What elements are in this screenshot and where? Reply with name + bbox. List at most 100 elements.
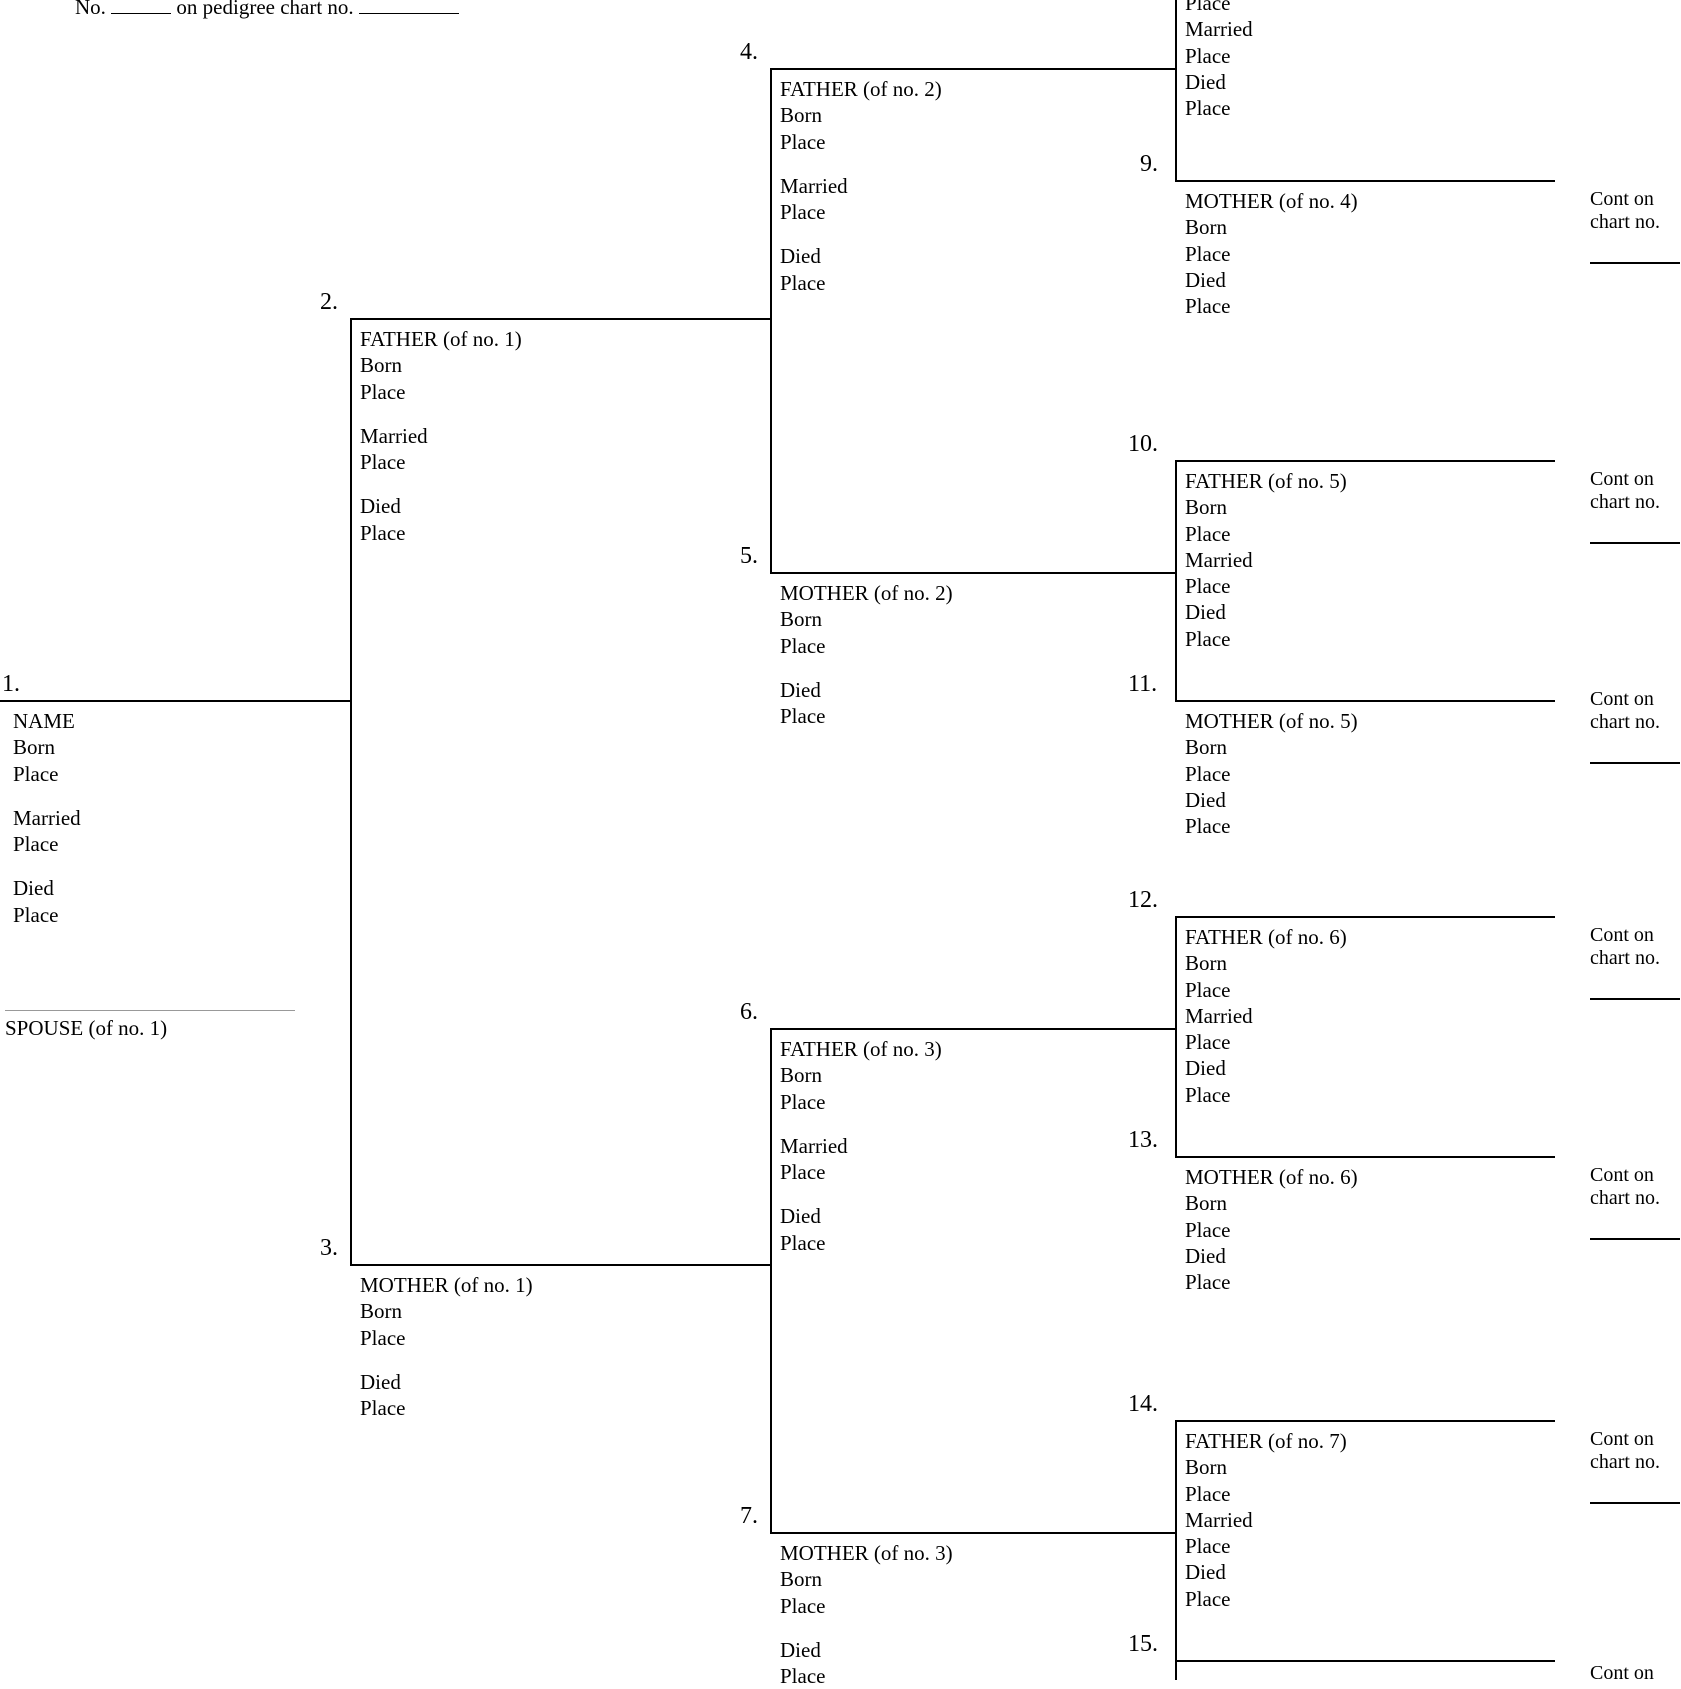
died-2: Died <box>360 493 522 519</box>
line-h-11 <box>1175 700 1555 702</box>
line-h-15 <box>1175 1660 1555 1662</box>
title-4: FATHER (of no. 2) <box>780 76 942 102</box>
block-10: FATHER (of no. 5) Born Place Married Pla… <box>1185 468 1347 652</box>
place-3b: Place <box>360 1395 533 1421</box>
place-8a: Place <box>1185 0 1253 16</box>
spouse-underline[interactable] <box>5 1010 295 1011</box>
num-5: 5. <box>740 543 758 570</box>
num-10: 10. <box>1128 431 1158 458</box>
born-14: Born <box>1185 1454 1347 1480</box>
place-12c: Place <box>1185 1082 1347 1108</box>
place-10c: Place <box>1185 626 1347 652</box>
num-1: 1. <box>2 671 20 698</box>
title-6: FATHER (of no. 3) <box>780 1036 942 1062</box>
title-2: FATHER (of no. 1) <box>360 326 522 352</box>
died-7: Died <box>780 1637 953 1663</box>
line-h-2 <box>350 318 770 320</box>
title-14: FATHER (of no. 7) <box>1185 1428 1347 1454</box>
chart-no-9: chart no. <box>1590 211 1660 233</box>
place-9a: Place <box>1185 241 1358 267</box>
place-2a: Place <box>360 379 522 405</box>
title-9: MOTHER (of no. 4) <box>1185 188 1358 214</box>
block-3: MOTHER (of no. 1) Born Place Died Place <box>360 1272 533 1421</box>
line-h-4 <box>770 68 1175 70</box>
born-11: Born <box>1185 734 1358 760</box>
header-blank-1[interactable] <box>111 0 171 14</box>
block-7: MOTHER (of no. 3) Born Place Died Place <box>780 1540 953 1689</box>
cont-blank-13[interactable] <box>1590 1238 1680 1240</box>
place-1c: Place <box>13 902 81 928</box>
cont-blank-11[interactable] <box>1590 762 1680 764</box>
place-12b: Place <box>1185 1029 1347 1055</box>
place-2c: Place <box>360 520 522 546</box>
block-6: FATHER (of no. 3) Born Place Married Pla… <box>780 1036 942 1256</box>
num-12: 12. <box>1128 887 1158 914</box>
line-v-8-9 <box>1175 0 1177 180</box>
place-5b: Place <box>780 703 953 729</box>
title-1: NAME <box>13 708 81 734</box>
cont-on-10: Cont on <box>1590 468 1654 490</box>
born-10: Born <box>1185 494 1347 520</box>
cont-blank-9[interactable] <box>1590 262 1680 264</box>
title-11: MOTHER (of no. 5) <box>1185 708 1358 734</box>
married-12: Married <box>1185 1003 1347 1029</box>
cont-on-12: Cont on <box>1590 924 1654 946</box>
line-v-gen2a <box>770 68 772 572</box>
title-10: FATHER (of no. 5) <box>1185 468 1347 494</box>
chart-no-13: chart no. <box>1590 1187 1660 1209</box>
cont-13: Cont on chart no. <box>1590 1164 1660 1210</box>
header-blank-2[interactable] <box>359 0 459 14</box>
line-v-14-15 <box>1175 1420 1177 1680</box>
title-5: MOTHER (of no. 2) <box>780 580 953 606</box>
died-8: Died <box>1185 69 1253 95</box>
line-h-6 <box>770 1028 1175 1030</box>
spouse-label: SPOUSE (of no. 1) <box>5 1016 167 1041</box>
block-8: Place Married Place Died Place <box>1185 0 1253 121</box>
place-14c: Place <box>1185 1586 1347 1612</box>
cont-on-13: Cont on <box>1590 1164 1654 1186</box>
place-5a: Place <box>780 633 953 659</box>
place-6c: Place <box>780 1230 942 1256</box>
block-2: FATHER (of no. 1) Born Place Married Pla… <box>360 326 522 546</box>
cont-blank-10[interactable] <box>1590 542 1680 544</box>
born-3: Born <box>360 1298 533 1324</box>
line-h-12 <box>1175 916 1555 918</box>
block-1: NAME Born Place Married Place Died Place <box>13 708 81 928</box>
line-h-13 <box>1175 1156 1555 1158</box>
cont-11: Cont on chart no. <box>1590 688 1660 734</box>
num-13: 13. <box>1128 1127 1158 1154</box>
title-12: FATHER (of no. 6) <box>1185 924 1347 950</box>
cont-blank-12[interactable] <box>1590 998 1680 1000</box>
cont-blank-14[interactable] <box>1590 1502 1680 1504</box>
born-6: Born <box>780 1062 942 1088</box>
born-9: Born <box>1185 214 1358 240</box>
place-1b: Place <box>13 831 81 857</box>
chart-no-14: chart no. <box>1590 1451 1660 1473</box>
died-12: Died <box>1185 1055 1347 1081</box>
cont-on-11: Cont on <box>1590 688 1654 710</box>
line-v-gen1 <box>350 318 352 1264</box>
place-13b: Place <box>1185 1269 1358 1295</box>
died-3: Died <box>360 1369 533 1395</box>
num-3: 3. <box>320 1235 338 1262</box>
cont-15: Cont on <box>1590 1662 1654 1685</box>
chart-no-12: chart no. <box>1590 947 1660 969</box>
born-1: Born <box>13 734 81 760</box>
died-1: Died <box>13 875 81 901</box>
died-14: Died <box>1185 1559 1347 1585</box>
line-h-5 <box>770 572 1175 574</box>
place-7b: Place <box>780 1663 953 1689</box>
cont-12: Cont on chart no. <box>1590 924 1660 970</box>
died-13: Died <box>1185 1243 1358 1269</box>
place-11b: Place <box>1185 813 1358 839</box>
place-11a: Place <box>1185 761 1358 787</box>
born-13: Born <box>1185 1190 1358 1216</box>
cont-10: Cont on chart no. <box>1590 468 1660 514</box>
title-13: MOTHER (of no. 6) <box>1185 1164 1358 1190</box>
place-4b: Place <box>780 199 942 225</box>
born-2: Born <box>360 352 522 378</box>
line-h-7 <box>770 1532 1175 1534</box>
num-7: 7. <box>740 1503 758 1530</box>
died-11: Died <box>1185 787 1358 813</box>
block-9: MOTHER (of no. 4) Born Place Died Place <box>1185 188 1358 319</box>
